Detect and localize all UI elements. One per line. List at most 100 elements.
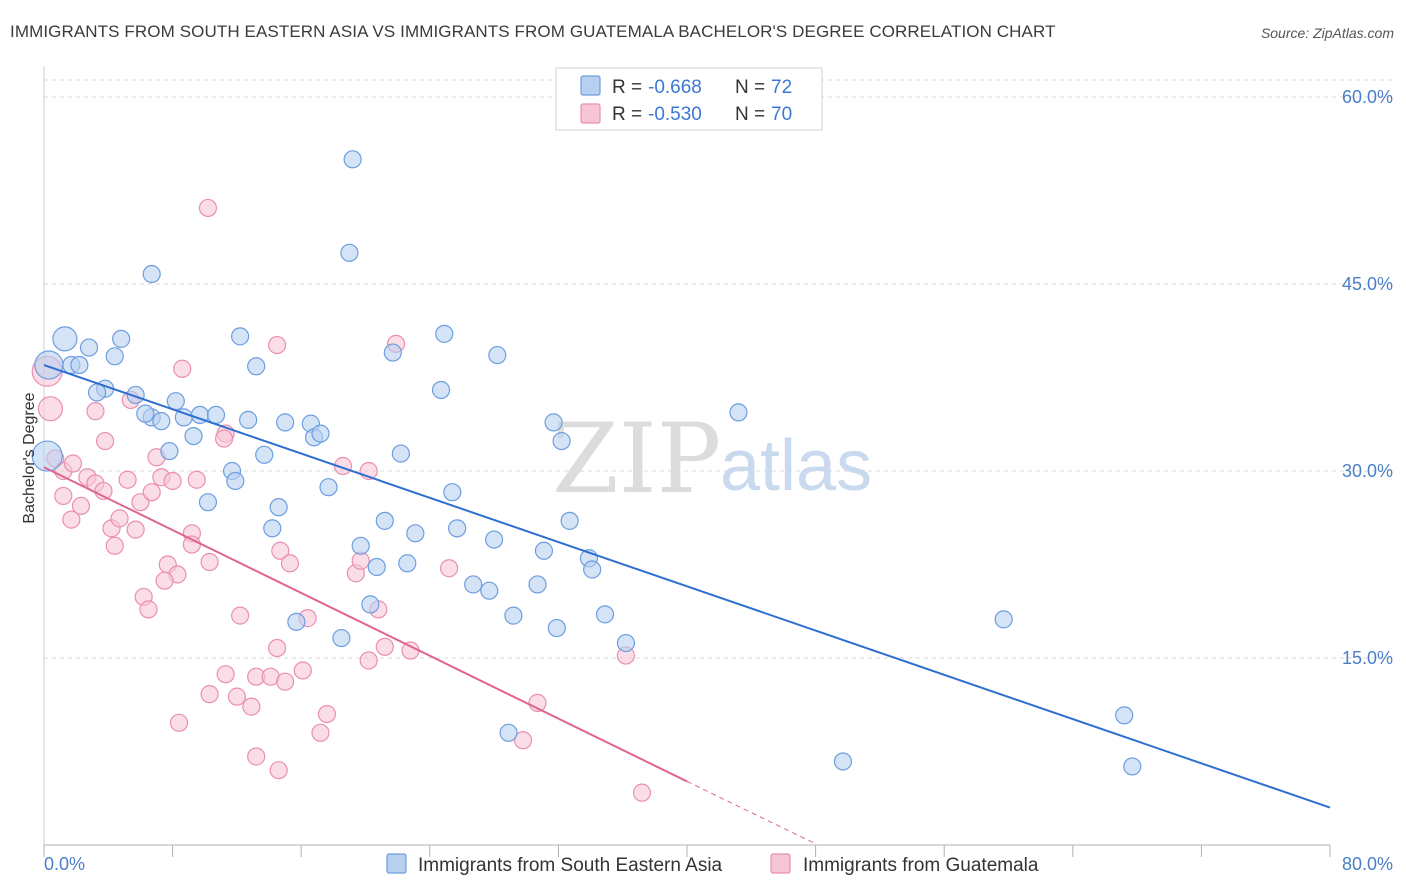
- guatemala-point: [105, 536, 124, 555]
- sea-point: [1123, 757, 1142, 776]
- source-label: Source: ZipAtlas.com: [1260, 25, 1394, 41]
- sea-point: [504, 606, 523, 625]
- guatemala-point: [271, 541, 290, 560]
- guatemala-point: [317, 704, 337, 724]
- sea-point: [560, 511, 579, 530]
- sea-point: [239, 410, 258, 429]
- sea-point: [391, 444, 410, 463]
- sea-point: [343, 150, 362, 169]
- series-legend: Immigrants from South Eastern Asia Immig…: [386, 853, 1039, 876]
- y-tick-label: 30.0%: [1342, 461, 1393, 481]
- series-guatemala-points: [31, 198, 652, 802]
- guatemala-point: [293, 661, 312, 680]
- sea-point: [332, 628, 351, 648]
- sea-point: [126, 385, 145, 405]
- sea-point: [247, 357, 266, 376]
- sea-point: [263, 519, 282, 538]
- grid-lines: [44, 79, 1393, 659]
- sea-point: [87, 383, 107, 402]
- legend-n-label-sea: N =: [735, 77, 765, 98]
- sea-point: [383, 343, 402, 362]
- chart-title: IMMIGRANTS FROM SOUTH EASTERN ASIA VS IM…: [10, 22, 1056, 41]
- y-axis-label: Bachelor's Degree: [21, 392, 38, 523]
- sea-point: [52, 326, 78, 352]
- sea-point: [184, 426, 203, 446]
- sea-point: [435, 324, 454, 343]
- guatemala-point: [216, 665, 235, 684]
- sea-point: [142, 264, 161, 284]
- sea-point: [616, 633, 636, 653]
- y-tick-labels: 15.0% 30.0% 45.0% 60.0%: [1342, 87, 1393, 668]
- sea-point: [160, 441, 179, 461]
- sea-point: [136, 404, 155, 423]
- x-tick-label-max: 80.0%: [1342, 854, 1393, 874]
- guatemala-point: [401, 641, 420, 660]
- guatemala-point: [214, 429, 234, 448]
- sea-point: [534, 541, 554, 560]
- sea-point: [319, 478, 338, 497]
- guatemala-point: [198, 198, 218, 218]
- sea-point: [443, 483, 462, 502]
- sea-point: [340, 243, 359, 262]
- sea-point: [351, 536, 370, 555]
- guatemala-point: [173, 359, 192, 378]
- legend-r-label-sea: R =: [612, 77, 642, 98]
- trend-line-guatemala: [43, 466, 688, 783]
- sea-point: [276, 413, 295, 432]
- sea-point: [231, 327, 250, 346]
- sea-point: [595, 605, 615, 624]
- guatemala-point: [126, 520, 145, 539]
- sea-point: [448, 519, 467, 538]
- y-tick-label: 60.0%: [1342, 87, 1393, 107]
- watermark-atlas: atlas: [720, 426, 872, 506]
- bottom-legend-swatch-guatemala: [770, 853, 791, 874]
- sea-point: [488, 345, 507, 365]
- legend-swatch-guatemala: [580, 103, 601, 124]
- guatemala-point: [200, 685, 219, 704]
- guatemala-point: [269, 761, 288, 780]
- bottom-legend-swatch-sea: [386, 853, 407, 874]
- guatemala-point: [54, 486, 73, 506]
- guatemala-point: [375, 637, 394, 656]
- trend-line-sea: [43, 364, 1331, 809]
- guatemala-point: [139, 600, 158, 619]
- sea-point: [166, 392, 185, 411]
- legend-n-value-sea: 72: [771, 77, 792, 98]
- sea-point: [464, 575, 483, 594]
- guatemala-point: [276, 672, 295, 691]
- sea-point: [198, 493, 218, 512]
- sea-point: [152, 412, 171, 431]
- sea-point: [367, 557, 386, 577]
- sea-point: [406, 524, 425, 543]
- legend-n-label-guatemala: N =: [735, 104, 765, 125]
- guatemala-point: [227, 687, 246, 706]
- guatemala-point: [155, 571, 174, 590]
- sea-point: [269, 498, 288, 517]
- guatemala-point: [359, 651, 378, 670]
- sea-point: [70, 355, 89, 375]
- sea-point: [431, 380, 451, 400]
- guatemala-point: [200, 552, 219, 572]
- sea-point: [105, 347, 124, 366]
- legend-r-value-guatemala: -0.530: [648, 104, 702, 125]
- sea-point: [583, 560, 602, 579]
- sea-point: [485, 530, 504, 549]
- sea-point: [311, 424, 330, 443]
- bottom-legend-label-guatemala: Immigrants from Guatemala: [803, 855, 1039, 876]
- sea-point: [31, 440, 63, 472]
- guatemala-point: [110, 509, 129, 528]
- sea-point: [375, 511, 394, 530]
- sea-point: [206, 405, 226, 424]
- sea-point: [287, 612, 306, 631]
- sea-point: [226, 471, 245, 491]
- sea-point: [994, 610, 1013, 629]
- guatemala-point: [95, 431, 115, 451]
- trend-line-guatemala-extension: [686, 780, 816, 845]
- guatemala-point: [247, 747, 266, 766]
- guatemala-point: [267, 638, 287, 658]
- sea-point: [544, 413, 563, 432]
- guatemala-point: [187, 470, 206, 489]
- legend-r-label-guatemala: R =: [612, 104, 642, 125]
- sea-point: [499, 723, 518, 742]
